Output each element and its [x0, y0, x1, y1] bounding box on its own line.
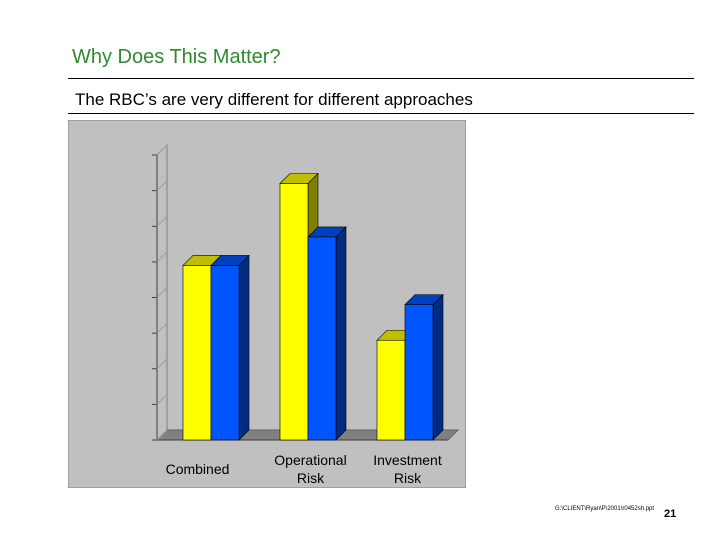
x-tick-label: Combined	[166, 461, 230, 477]
file-path-label: G:\CLIENT\Ryan\P\2001\r0452sh.ppt	[555, 506, 655, 512]
slide-title: Why Does This Matter?	[72, 46, 281, 68]
wall-tick	[156, 251, 168, 263]
chart-bars	[182, 172, 444, 441]
page-number: 21	[664, 508, 677, 520]
bar-ecor-3	[404, 293, 444, 441]
subtitle-divider	[68, 113, 694, 114]
wall-tick	[156, 144, 168, 156]
title-divider	[68, 78, 694, 79]
slide-subtitle: The RBC’s are very different for differe…	[75, 90, 473, 109]
wall-tick	[156, 394, 168, 405]
wall-tick	[156, 322, 168, 334]
x-tick-label: Operational Risk	[274, 452, 346, 486]
x-axis-labels: Combined Operational Risk Investment Risk	[166, 452, 442, 486]
wall-tick	[156, 429, 168, 441]
wall-tick	[156, 180, 168, 191]
wall-tick	[156, 215, 168, 227]
wall-tick	[156, 287, 168, 298]
bar-ecor-2	[307, 226, 347, 441]
wall-tick	[156, 358, 168, 370]
x-tick-label: Investment Risk	[373, 452, 442, 486]
bar-ecor-1	[210, 254, 250, 441]
